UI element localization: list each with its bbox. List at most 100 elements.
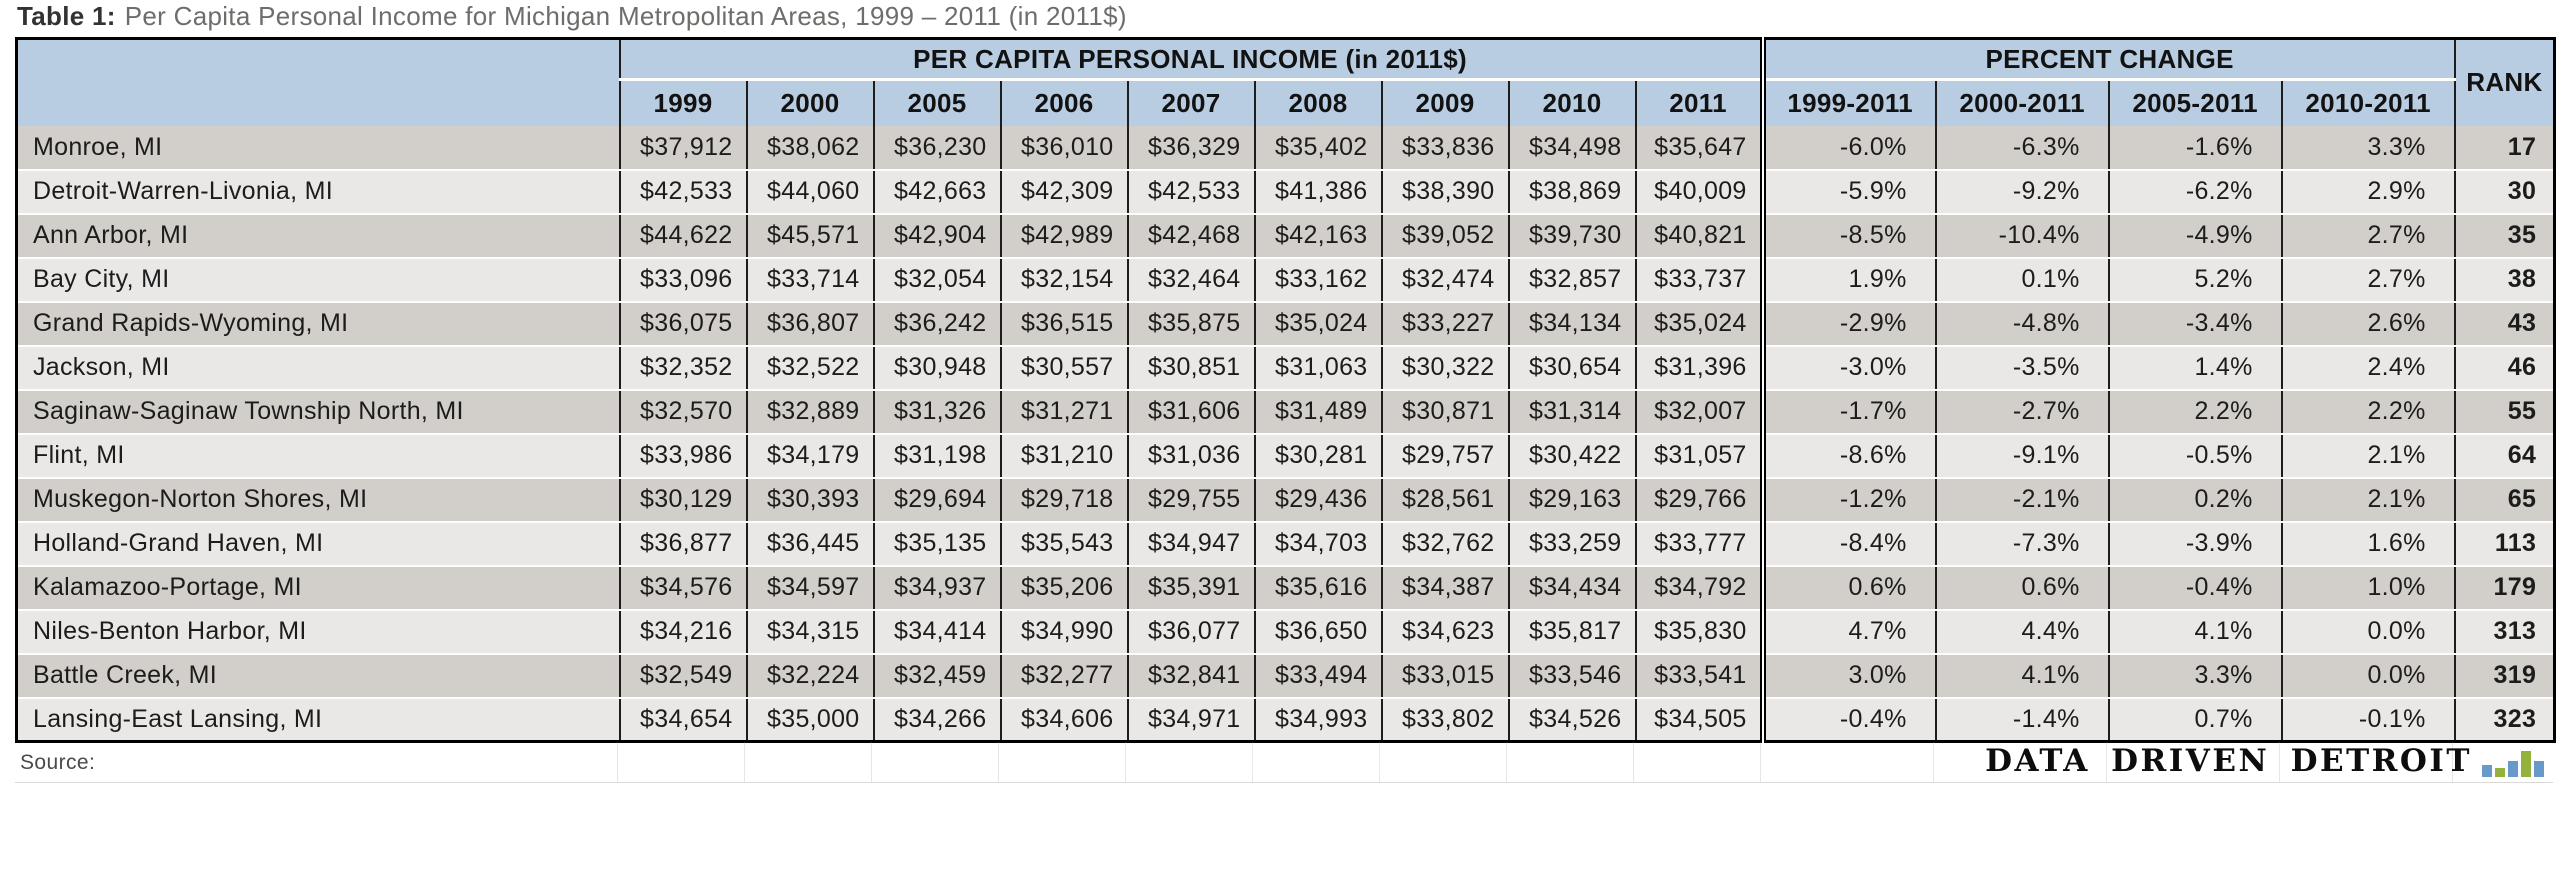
income-cell: $33,227 <box>1380 301 1509 347</box>
table-title-label: Table 1: <box>17 1 116 31</box>
rank-cell: 17 <box>2453 125 2555 171</box>
income-cell: $33,096 <box>618 257 747 303</box>
change-cell: -2.7% <box>1934 389 2109 435</box>
change-cell: -5.9% <box>1759 169 1936 215</box>
table-row: Flint, MI $33,986 $34,179 $31,198 $31,210 $31… <box>16 433 2555 479</box>
change-column-header: 2010-2011 <box>2280 79 2455 126</box>
change-cell: -2.9% <box>1759 301 1936 347</box>
income-cell: $30,393 <box>745 477 874 523</box>
income-cell: $44,060 <box>745 169 874 215</box>
area-cell: Grand Rapids-Wyoming, MI <box>16 301 620 347</box>
ghost-gridline <box>15 742 618 782</box>
area-cell: Kalamazoo-Portage, MI <box>16 565 620 611</box>
income-cell: $34,315 <box>745 609 874 655</box>
income-cell: $31,036 <box>1126 433 1255 479</box>
income-cell: $36,230 <box>872 125 1001 171</box>
income-cell: $29,718 <box>999 477 1128 523</box>
change-cell: 3.0% <box>1759 653 1936 699</box>
income-cell: $36,242 <box>872 301 1001 347</box>
year-column-header: 2011 <box>1634 79 1763 126</box>
income-cell: $40,821 <box>1634 213 1763 259</box>
change-cell: -3.9% <box>2107 521 2282 567</box>
change-cell: 0.0% <box>2280 609 2455 655</box>
change-cell: 0.7% <box>2107 697 2282 742</box>
income-cell: $34,606 <box>999 697 1128 742</box>
change-column-header: 2005-2011 <box>2107 79 2282 126</box>
income-cell: $42,163 <box>1253 213 1382 259</box>
income-cell: $30,851 <box>1126 345 1255 391</box>
income-cell: $39,052 <box>1380 213 1509 259</box>
income-cell: $34,498 <box>1507 125 1636 171</box>
income-cell: $33,714 <box>745 257 874 303</box>
change-cell: -9.1% <box>1934 433 2109 479</box>
income-cell: $34,434 <box>1507 565 1636 611</box>
table-row: Monroe, MI $37,912 $38,062 $36,230 $36,010 $3… <box>16 125 2555 171</box>
bar-chart-icon <box>2482 751 2544 777</box>
income-cell: $38,869 <box>1507 169 1636 215</box>
change-cell: 2.4% <box>2280 345 2455 391</box>
table-title: Table 1: Per Capita Personal Income for M… <box>17 1 1127 32</box>
area-cell: Flint, MI <box>16 433 620 479</box>
change-cell: 1.6% <box>2280 521 2455 567</box>
ghost-gridline <box>745 742 872 782</box>
income-cell: $28,561 <box>1380 477 1509 523</box>
income-cell: $29,694 <box>872 477 1001 523</box>
income-cell: $33,541 <box>1634 653 1763 699</box>
ghost-gridline <box>1253 742 1380 782</box>
year-header-row: 1999 2000 2005 2006 2007 2008 2009 2010 2011 1999… <box>17 79 2555 126</box>
table-row: Bay City, MI $33,096 $33,714 $32,054 $32,154… <box>16 257 2555 303</box>
income-cell: $42,468 <box>1126 213 1255 259</box>
income-cell: $35,616 <box>1253 565 1382 611</box>
income-cell: $32,570 <box>618 389 747 435</box>
income-cell: $30,871 <box>1380 389 1509 435</box>
ghost-gridlines <box>15 742 2553 782</box>
logo-text: DATA DRIVEN DETROIT <box>1985 743 2472 779</box>
change-cell: -1.4% <box>1934 697 2109 742</box>
change-cell: 2.6% <box>2280 301 2455 347</box>
change-cell: 2.7% <box>2280 213 2455 259</box>
income-cell: $29,436 <box>1253 477 1382 523</box>
income-cell: $30,322 <box>1380 345 1509 391</box>
ghost-gridline <box>1634 742 1761 782</box>
income-cell: $31,198 <box>872 433 1001 479</box>
change-cell: 3.3% <box>2280 125 2455 171</box>
year-column-header: 2005 <box>872 79 1001 126</box>
rank-cell: 65 <box>2453 477 2555 523</box>
income-table: PER CAPITA PERSONAL INCOME (in 2011$) PE… <box>15 37 2557 743</box>
income-cell: $32,841 <box>1126 653 1255 699</box>
income-cell: $33,737 <box>1634 257 1763 303</box>
source-label: Source: <box>20 751 96 774</box>
income-cell: $36,077 <box>1126 609 1255 655</box>
income-cell: $41,386 <box>1253 169 1382 215</box>
data-driven-detroit-logo: DATA DRIVEN DETROIT <box>1985 745 2547 777</box>
table-title-text: Per Capita Personal Income for Michigan … <box>124 1 1127 31</box>
change-cell: 1.9% <box>1759 257 1936 303</box>
change-cell: 0.2% <box>2107 477 2282 523</box>
change-cell: -0.4% <box>2107 565 2282 611</box>
change-cell: -4.8% <box>1934 301 2109 347</box>
income-cell: $38,062 <box>745 125 874 171</box>
rank-cell: 46 <box>2453 345 2555 391</box>
change-cell: -6.3% <box>1934 125 2109 171</box>
income-cell: $34,179 <box>745 433 874 479</box>
income-cell: $35,206 <box>999 565 1128 611</box>
income-cell: $34,414 <box>872 609 1001 655</box>
area-cell: Niles-Benton Harbor, MI <box>16 609 620 655</box>
income-cell: $32,762 <box>1380 521 1509 567</box>
income-cell: $35,402 <box>1253 125 1382 171</box>
income-cell: $34,505 <box>1634 697 1763 742</box>
income-cell: $34,993 <box>1253 697 1382 742</box>
income-cell: $30,422 <box>1507 433 1636 479</box>
income-cell: $32,459 <box>872 653 1001 699</box>
ghost-gridline <box>2107 742 2280 782</box>
income-cell: $35,024 <box>1253 301 1382 347</box>
income-cell: $32,474 <box>1380 257 1509 303</box>
footer-row: Source: DATA DRIVEN DETROIT <box>15 742 2553 783</box>
income-cell: $35,024 <box>1634 301 1763 347</box>
income-cell: $35,647 <box>1634 125 1763 171</box>
ghost-gridline <box>999 742 1126 782</box>
change-column-header: 1999-2011 <box>1759 79 1936 126</box>
income-cell: $35,875 <box>1126 301 1255 347</box>
area-cell: Monroe, MI <box>16 125 620 171</box>
area-column-header <box>16 38 620 126</box>
